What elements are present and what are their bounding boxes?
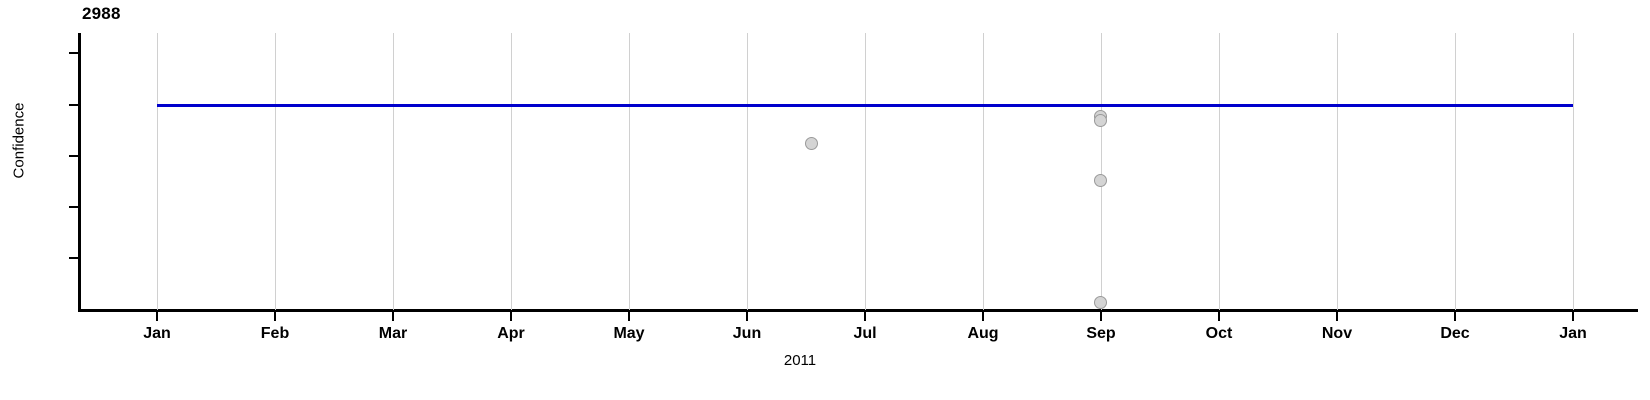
gridline-mar-2	[393, 33, 394, 310]
reference-line-confidence-threshold	[157, 103, 1573, 107]
x-tick-8	[1100, 312, 1102, 321]
x-tick-label-feb-1: Feb	[260, 325, 290, 342]
gridline-apr-3	[511, 33, 512, 310]
x-tick-6	[864, 312, 866, 321]
x-axis-label: 2011	[0, 352, 1650, 369]
gridline-oct-9	[1219, 33, 1220, 310]
x-axis-line	[78, 309, 1638, 312]
data-point	[804, 137, 818, 151]
x-tick-0	[156, 312, 158, 321]
x-tick-label-may-4: May	[613, 325, 645, 342]
x-tick-label-jan-0: Jan	[143, 325, 171, 342]
gridline-jan-0	[157, 33, 158, 310]
x-axis-label-text: 2011	[783, 352, 817, 369]
data-point	[1094, 174, 1107, 188]
x-tick-label-jan-12: Jan	[1559, 325, 1587, 342]
x-tick-label-jul-6: Jul	[853, 325, 877, 342]
x-tick-label-oct-9: Oct	[1205, 325, 1233, 342]
y-tick-20	[69, 256, 78, 259]
x-tick-label-dec-11: Dec	[1440, 325, 1470, 342]
y-tick-40	[69, 205, 78, 208]
gridline-aug-7	[983, 33, 984, 310]
gridline-jul-6	[865, 33, 866, 310]
gridline-jan-12	[1573, 33, 1574, 310]
plot-area: 20406080100 JanFebMarAprMayJunJulAugSepO…	[69, 33, 1638, 342]
gridline-may-4	[629, 33, 630, 310]
y-tick-100	[69, 52, 78, 55]
x-tick-label-nov-10: Nov	[1321, 325, 1353, 342]
gridline-dec-11	[1455, 33, 1456, 310]
x-tick-label-mar-2: Mar	[378, 325, 408, 342]
x-tick-label-jun-5: Jun	[732, 325, 762, 342]
gridline-jun-5	[747, 33, 748, 310]
x-tick-3	[510, 312, 512, 321]
chart-title: 2988	[82, 4, 121, 23]
x-tick-7	[982, 312, 984, 321]
x-tick-10	[1336, 312, 1338, 321]
y-axis-line	[78, 33, 81, 312]
gridline-sep-8	[1101, 33, 1102, 310]
y-tick-60	[69, 154, 78, 157]
x-tick-1	[274, 312, 276, 321]
x-tick-11	[1454, 312, 1456, 321]
x-tick-4	[628, 312, 630, 321]
gridline-feb-1	[275, 33, 276, 310]
x-tick-2	[392, 312, 394, 321]
x-tick-9	[1218, 312, 1220, 321]
y-axis-label: Confidence	[10, 102, 28, 179]
x-tick-5	[746, 312, 748, 321]
data-point	[1094, 114, 1107, 128]
x-tick-label-sep-8: Sep	[1086, 325, 1116, 342]
x-tick-label-apr-3: Apr	[497, 325, 525, 342]
x-tick-label-aug-7: Aug	[967, 325, 999, 342]
gridline-nov-10	[1337, 33, 1338, 310]
x-tick-12	[1572, 312, 1574, 321]
data-point	[1094, 295, 1107, 309]
y-tick-80	[69, 103, 78, 106]
